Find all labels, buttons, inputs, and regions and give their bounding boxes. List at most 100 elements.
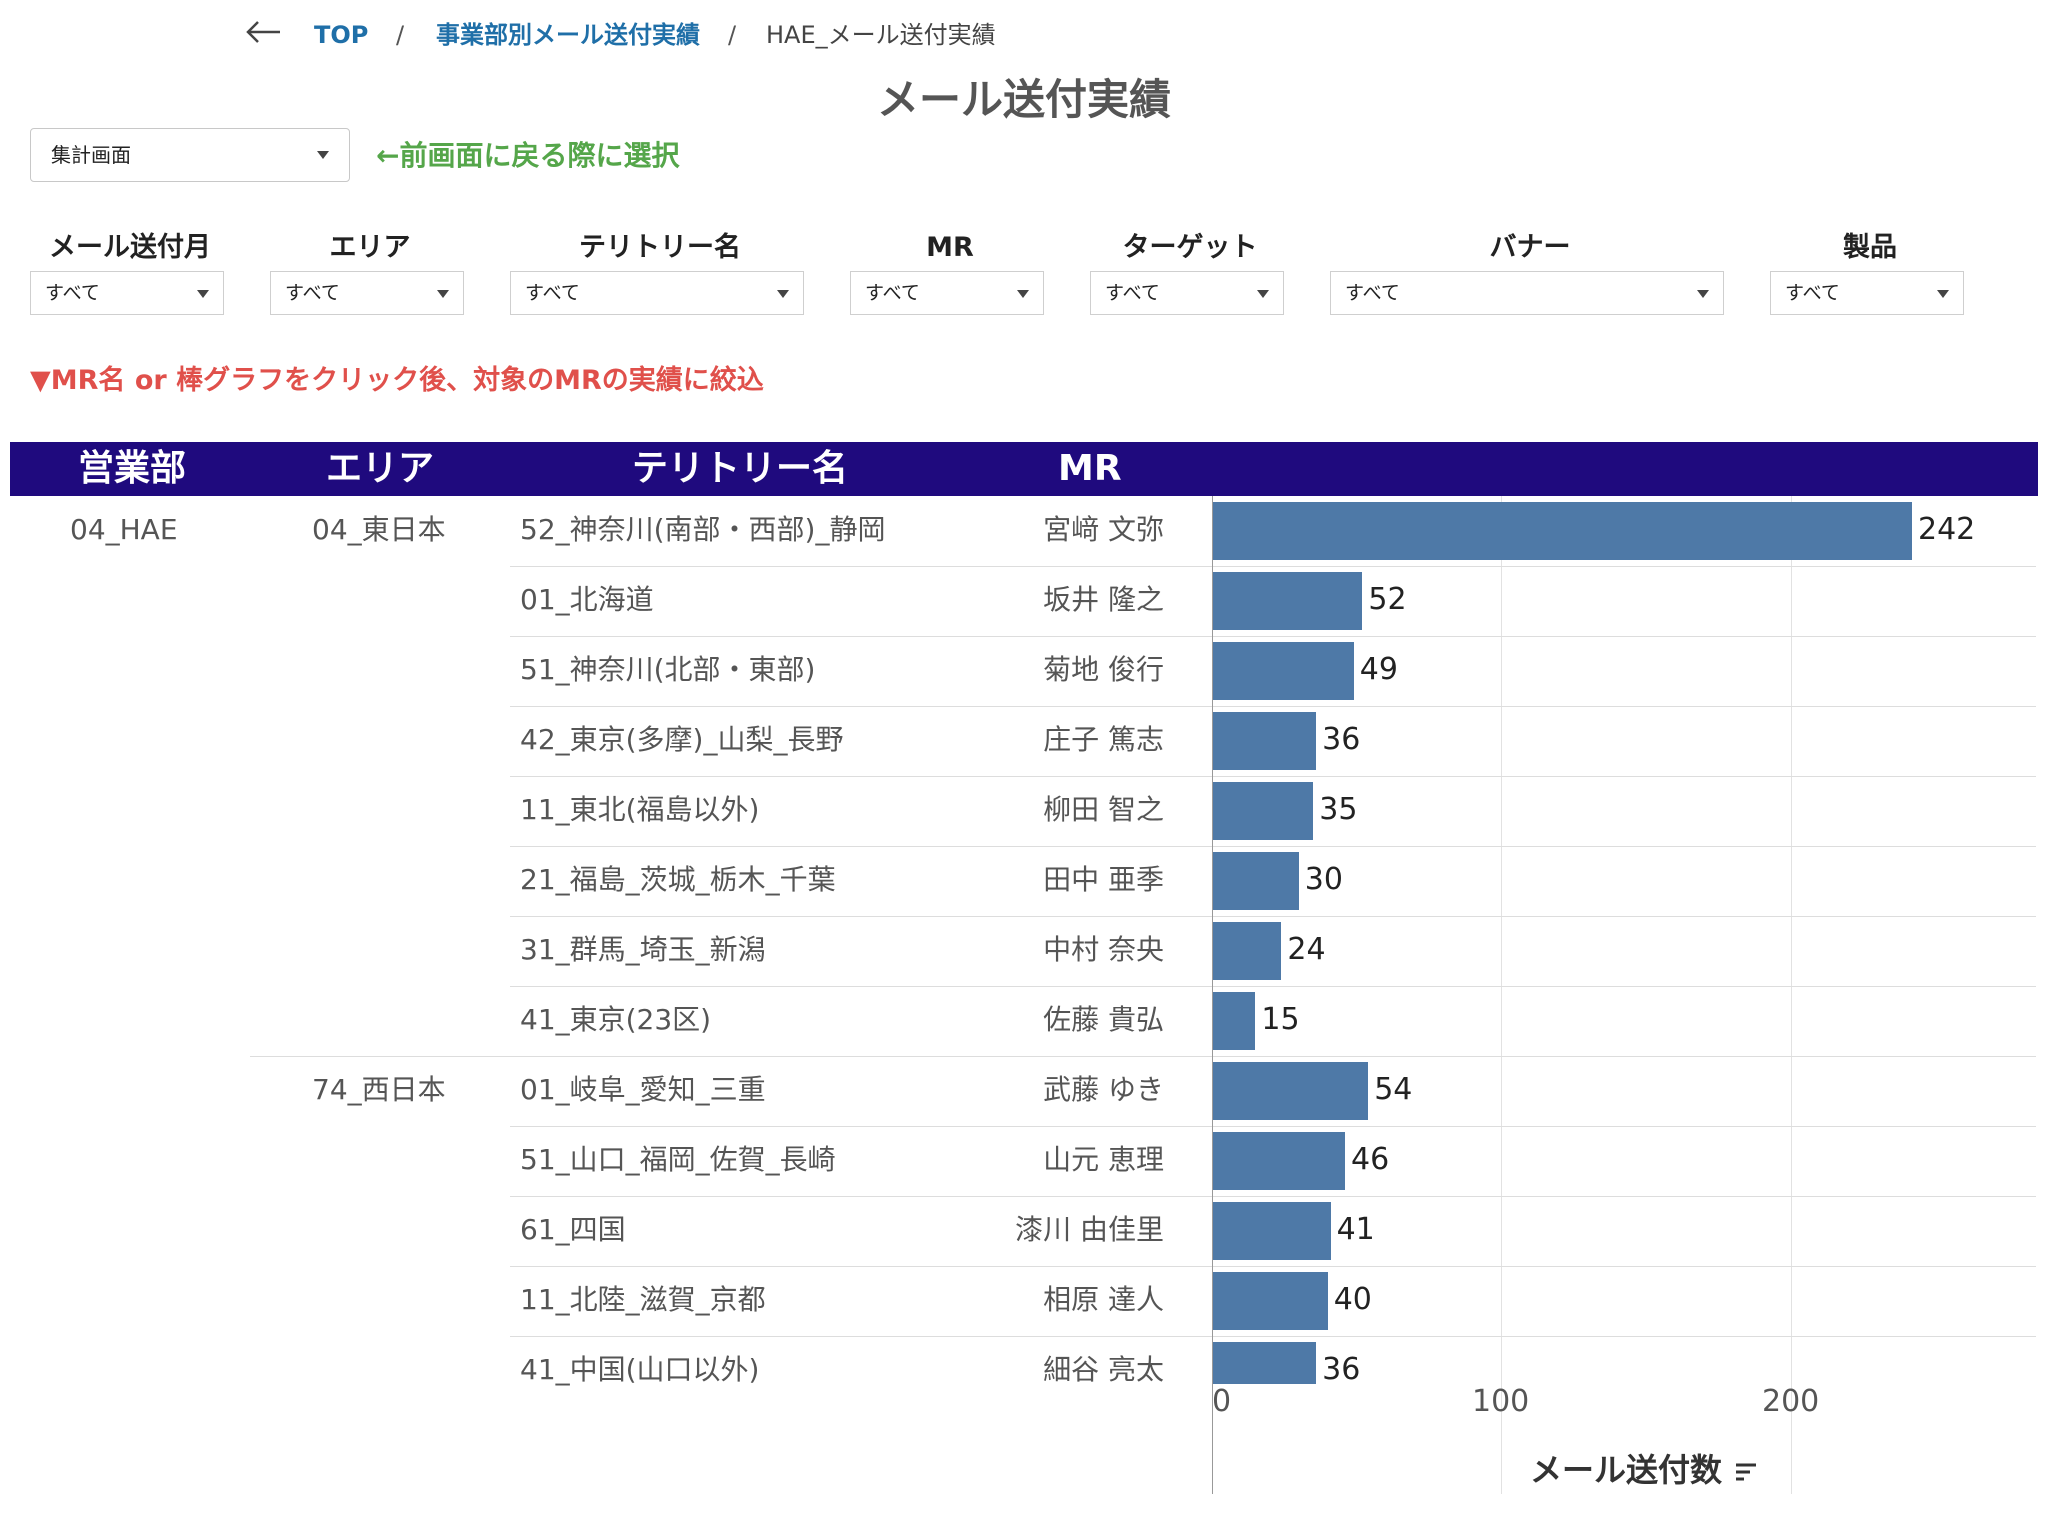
- row-divider: [510, 706, 2036, 707]
- territory-cell: 01_岐阜_愛知_三重: [520, 1073, 766, 1106]
- bar-value-label: 30: [1304, 862, 1343, 897]
- territory-cell: 51_神奈川(北部・東部): [520, 653, 816, 686]
- breadcrumb-separator: /: [728, 21, 737, 49]
- bar-mark[interactable]: [1212, 1202, 1331, 1260]
- row-divider: [510, 846, 2036, 847]
- filter-value: すべて: [865, 282, 920, 304]
- filter-value: すべて: [1345, 282, 1400, 304]
- bar-value-label: 24: [1287, 932, 1326, 967]
- view-select[interactable]: 集計画面: [30, 128, 350, 182]
- filter-value: すべて: [1105, 282, 1160, 304]
- x-tick-label: 0: [1212, 1384, 1232, 1419]
- territory-cell: 61_四国: [520, 1213, 626, 1246]
- header-dept: 営業部: [78, 448, 187, 489]
- chevron-down-icon: [317, 151, 329, 159]
- bar-value-label: 52: [1368, 582, 1407, 617]
- territory-cell: 42_東京(多摩)_山梨_長野: [520, 723, 844, 756]
- back-hint-text: ←前画面に戻る際に選択: [376, 139, 680, 172]
- bar-mark[interactable]: [1212, 852, 1299, 910]
- row-divider: [510, 566, 2036, 567]
- filter-value: すべて: [45, 282, 100, 304]
- mr-name-cell[interactable]: 相原 達人: [1043, 1283, 1164, 1316]
- bar-value-label: 242: [1918, 512, 1976, 547]
- header-territory: テリトリー名: [632, 448, 849, 489]
- bar-value-label: 36: [1322, 1352, 1361, 1387]
- breadcrumb-separator: /: [396, 21, 405, 49]
- x-gridline: [1790, 496, 1792, 1494]
- bar-value-label: 35: [1319, 792, 1358, 827]
- breadcrumb-current: HAE_メール送付実績: [766, 21, 996, 49]
- mr-name-cell[interactable]: 中村 奈央: [1043, 933, 1164, 966]
- bar-mark[interactable]: [1212, 712, 1317, 770]
- mr-name-cell[interactable]: 坂井 隆之: [1043, 583, 1164, 616]
- bar-mark[interactable]: [1212, 642, 1354, 700]
- bar-value-label: 54: [1374, 1072, 1413, 1107]
- back-arrow-icon[interactable]: [244, 12, 284, 52]
- filter-label: ターゲット: [1122, 232, 1258, 263]
- bar-mark[interactable]: [1212, 1062, 1369, 1120]
- click-hint-text: ▼MR名 or 棒グラフをクリック後、対象のMRの実績に絞込: [30, 365, 764, 396]
- territory-cell: 41_東京(23区): [520, 1003, 712, 1036]
- filter-dropdown[interactable]: すべて: [270, 271, 464, 315]
- row-divider: [510, 986, 2036, 987]
- bar-value-label: 41: [1336, 1212, 1375, 1247]
- filter-dropdown[interactable]: すべて: [850, 271, 1044, 315]
- chevron-down-icon: [1257, 290, 1269, 298]
- row-divider: [510, 1336, 2036, 1337]
- row-divider: [510, 636, 2036, 637]
- mr-name-cell[interactable]: 細谷 亮太: [1043, 1353, 1164, 1386]
- area-label-east: 04_東日本: [312, 513, 446, 546]
- territory-cell: 41_中国(山口以外): [520, 1353, 760, 1386]
- filter-dropdown[interactable]: すべて: [510, 271, 804, 315]
- mr-name-cell[interactable]: 武藤 ゆき: [1043, 1073, 1164, 1106]
- territory-cell: 31_群馬_埼玉_新潟: [520, 933, 766, 966]
- chevron-down-icon: [777, 290, 789, 298]
- row-divider: [510, 1126, 2036, 1127]
- filter-dropdown[interactable]: すべて: [1330, 271, 1724, 315]
- bar-mark[interactable]: [1212, 572, 1363, 630]
- breadcrumb-top-link[interactable]: TOP: [314, 21, 369, 49]
- filter-label: メール送付月: [49, 232, 211, 263]
- filter-dropdown[interactable]: すべて: [30, 271, 224, 315]
- filter-label: バナー: [1489, 232, 1571, 263]
- mr-name-cell[interactable]: 庄子 篤志: [1043, 723, 1164, 756]
- bar-mark[interactable]: [1212, 1272, 1328, 1330]
- mr-name-cell[interactable]: 佐藤 貴弘: [1043, 1003, 1164, 1036]
- filter-dropdown[interactable]: すべて: [1090, 271, 1284, 315]
- sort-icon[interactable]: [1734, 1460, 1758, 1484]
- bar-value-label: 36: [1322, 722, 1361, 757]
- bar-value-label: 40: [1333, 1282, 1372, 1317]
- chevron-down-icon: [437, 290, 449, 298]
- territory-cell: 11_北陸_滋賀_京都: [520, 1283, 766, 1316]
- row-divider: [510, 776, 2036, 777]
- bar-value-label: 49: [1359, 652, 1398, 687]
- mr-name-cell[interactable]: 漆川 由佳里: [1015, 1213, 1164, 1246]
- y-axis-line: [1212, 496, 1213, 1494]
- area-label-west: 74_西日本: [312, 1073, 446, 1106]
- bar-mark[interactable]: [1212, 502, 1912, 560]
- bar-mark[interactable]: [1212, 782, 1314, 840]
- bar-mark[interactable]: [1212, 922, 1282, 980]
- bar-mark[interactable]: [1212, 1132, 1346, 1190]
- territory-cell: 11_東北(福島以外): [520, 793, 760, 826]
- filter-value: すべて: [525, 282, 580, 304]
- territory-cell: 01_北海道: [520, 583, 654, 616]
- filter-label: テリトリー名: [579, 232, 741, 263]
- mr-name-cell[interactable]: 柳田 智之: [1043, 793, 1164, 826]
- view-select-value: 集計画面: [51, 143, 131, 167]
- bar-mark[interactable]: [1212, 1342, 1317, 1384]
- mr-name-cell[interactable]: 田中 亜季: [1043, 863, 1164, 896]
- mr-name-cell[interactable]: 山元 恵理: [1043, 1143, 1164, 1176]
- mr-name-cell[interactable]: 宮﨑 文弥: [1043, 513, 1164, 546]
- filter-dropdown[interactable]: すべて: [1770, 271, 1964, 315]
- territory-cell: 52_神奈川(南部・西部)_静岡: [520, 513, 886, 546]
- filter-label: エリア: [329, 232, 411, 263]
- row-divider: [510, 1196, 2036, 1197]
- mr-name-cell[interactable]: 菊地 俊行: [1043, 653, 1164, 686]
- bar-mark[interactable]: [1212, 992, 1256, 1050]
- breadcrumb-parent-link[interactable]: 事業部別メール送付実績: [436, 21, 700, 49]
- header-area: エリア: [326, 448, 435, 489]
- bar-value-label: 15: [1261, 1002, 1300, 1037]
- x-tick-label: 100: [1472, 1384, 1530, 1419]
- row-divider: [510, 916, 2036, 917]
